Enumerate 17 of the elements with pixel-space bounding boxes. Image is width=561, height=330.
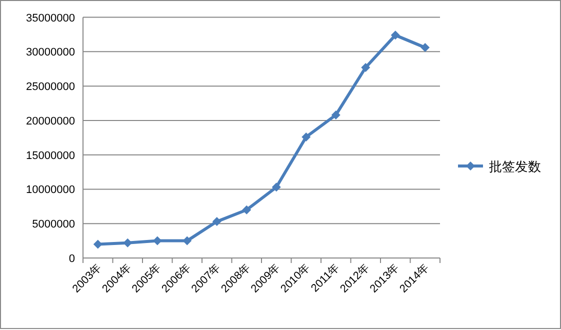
point <box>331 110 340 120</box>
y-tick-label: 30000000 <box>26 46 75 59</box>
y-tick-label: 10000000 <box>26 184 75 196</box>
point <box>272 182 281 192</box>
point <box>420 43 430 52</box>
point <box>302 132 311 142</box>
y-tick-label: 5000000 <box>32 218 75 231</box>
legend-label: 批签发数 <box>489 159 541 174</box>
point <box>361 63 370 72</box>
point <box>242 205 252 214</box>
y-tick-label: 25000000 <box>26 81 75 94</box>
y-tick-label: 15000000 <box>26 150 75 162</box>
y-tick-label: 20000000 <box>26 115 75 128</box>
point <box>390 30 400 40</box>
y-tick-label: 0 <box>68 253 75 265</box>
point <box>212 217 222 226</box>
y-tick-label: 35000000 <box>26 12 75 24</box>
